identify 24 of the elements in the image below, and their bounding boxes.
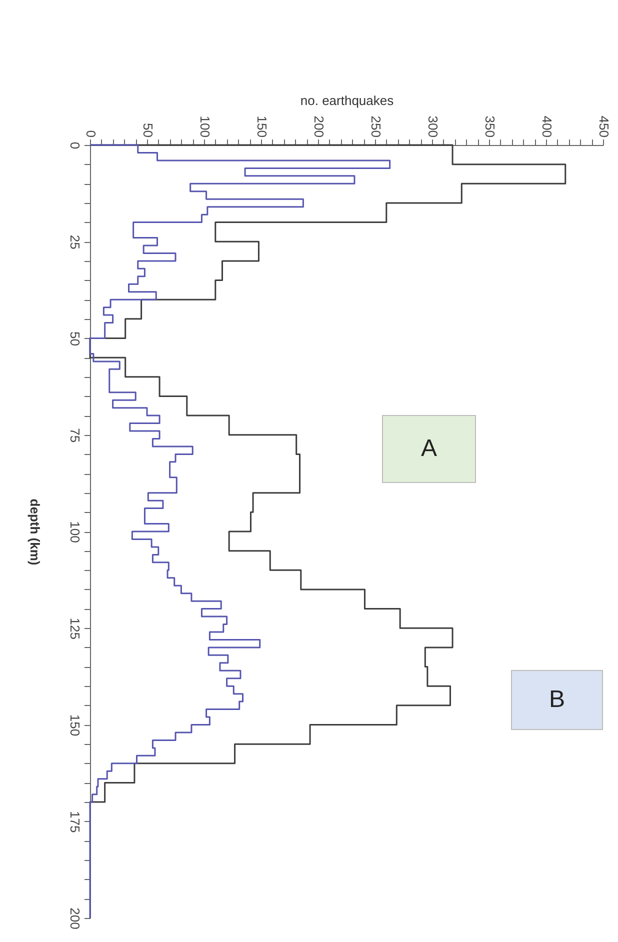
y-tick-label: 100 [68,521,82,543]
y-tick-label: 0 [68,142,82,150]
x-tick-label: 0 [84,130,98,138]
y-tick-label: 125 [68,618,82,640]
x-tick-label: 250 [368,116,384,138]
x-tick-label: 100 [198,116,212,138]
x-tick-label: 300 [426,116,440,138]
x-tick-label: 150 [254,116,270,138]
line-series [89,144,566,803]
y-tick-label: 25 [68,234,82,250]
x-tick-label: 450 [596,116,612,138]
y-tick-label: 200 [68,908,82,930]
x-tick-label: 400 [540,116,554,138]
x-tick-label: 350 [482,116,498,138]
x-tick-label: 200 [312,116,326,138]
y-tick-label: 50 [68,332,82,346]
x-axis-title: no. earthquakes [300,92,394,108]
y-tick-label: 75 [68,428,82,443]
x-tick-label: 50 [140,123,156,138]
y-tick-label: 150 [68,714,82,736]
annotation: A [421,435,438,462]
y-tick-label: 175 [68,811,82,833]
annotation: B [549,686,566,713]
y-axis-title: depth (km) [28,498,42,566]
